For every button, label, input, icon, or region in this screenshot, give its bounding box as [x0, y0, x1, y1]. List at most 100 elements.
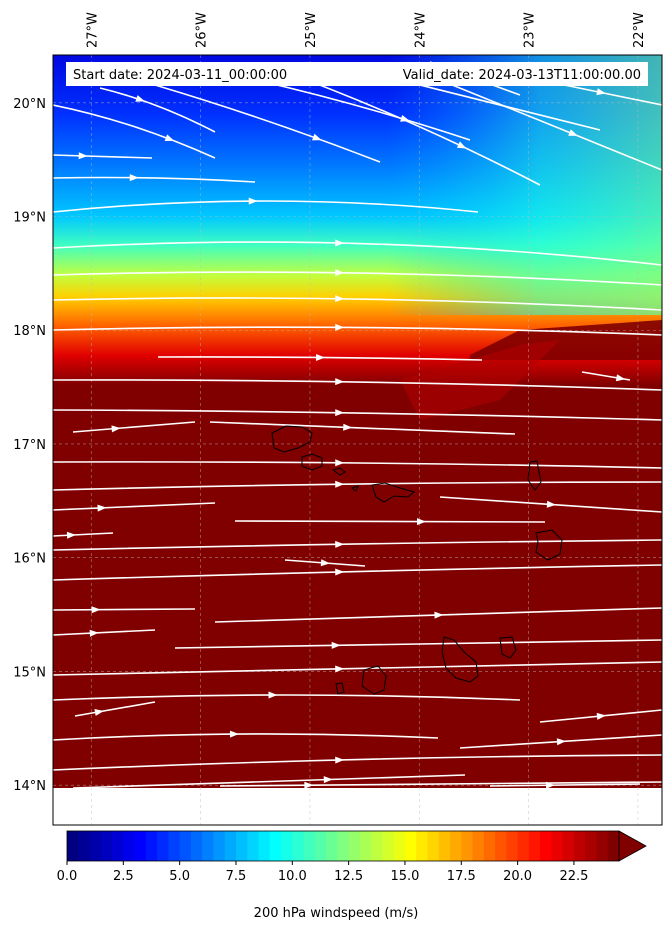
colorbar-segment [292, 831, 305, 861]
longitude-label: 26°W [195, 12, 210, 48]
valid-date-label: Valid_date: 2024-03-13T11:00:00.00 [403, 68, 641, 83]
streamline-arrow [129, 174, 139, 182]
streamline-arrow [335, 480, 345, 488]
streamline [174, 639, 662, 649]
colorbar-segment [438, 831, 451, 861]
date-info-box [66, 62, 648, 86]
colorbar-segment [607, 831, 620, 861]
colorbar-tick-label: 0.0 [57, 869, 78, 884]
colorbar-segment [89, 831, 102, 861]
streamline [53, 297, 662, 311]
streamline [439, 79, 662, 171]
streamline [53, 461, 662, 469]
colorbar-segment [573, 831, 586, 861]
latitude-label: 20°N [13, 97, 46, 112]
streamline-arrow [335, 295, 345, 303]
start-date-label: Start date: 2024-03-11_00:00:00 [73, 68, 287, 83]
colorbar-frame [66, 830, 620, 862]
colorbar-segment [224, 831, 237, 861]
streamline-arrow [545, 781, 555, 788]
colorbar-segment [235, 831, 248, 861]
longitude-label: 27°W [85, 12, 100, 48]
island-maio [499, 636, 517, 659]
streamline-arrow [315, 353, 325, 361]
colorbar-segment [134, 831, 147, 861]
colorbar-segment [314, 831, 327, 861]
streamline-arrow [416, 518, 426, 526]
latitude-label: 16°N [13, 552, 46, 567]
streamline [99, 87, 216, 133]
streamline [53, 661, 662, 676]
colorbar-segment [359, 831, 372, 861]
colorbar-tick-label: 12.5 [334, 869, 363, 884]
streamline [53, 733, 439, 741]
streamline [53, 379, 662, 391]
graticule [53, 55, 662, 825]
streamline-arrow [596, 712, 606, 720]
streamline-arrow [320, 559, 330, 567]
latitude-label: 18°N [13, 324, 46, 339]
streamline-arrow [335, 323, 345, 331]
streamline-arrow [268, 691, 278, 699]
island-brava [335, 682, 345, 695]
colorbar-segment [461, 831, 474, 861]
latitude-label: 17°N [13, 438, 46, 453]
streamline-arrow [335, 665, 345, 673]
streamline-arrows [66, 73, 626, 788]
colorbar-segment [281, 831, 293, 861]
latitude-label: 14°N [13, 779, 46, 794]
streamline [53, 539, 662, 551]
colorbar-segment [506, 831, 519, 861]
longitude-label: 24°W [413, 12, 428, 48]
streamline-arrow [229, 730, 239, 738]
colorbar-tick-label: 7.5 [226, 869, 247, 884]
colorbar-segment [112, 831, 124, 861]
colorbar-segment [393, 831, 406, 861]
streamline-arrow [596, 88, 606, 96]
colorbar-segment [540, 831, 553, 861]
island-sal [527, 460, 542, 491]
island-sao-nicolau [350, 485, 359, 492]
colorbar-tick-label: 15.0 [390, 869, 419, 884]
streamline-arrow [97, 504, 107, 512]
streamline-arrow [335, 239, 345, 247]
colorbar-segment [416, 831, 429, 861]
colorbar-segment [303, 831, 316, 861]
streamline [53, 532, 114, 537]
colorbar-segment [495, 831, 507, 861]
streamline-arrow [331, 641, 341, 649]
streamline-arrow [335, 756, 345, 764]
colorbar-segment [585, 831, 598, 861]
streamline [74, 701, 156, 717]
streamline-arrow [91, 606, 101, 614]
streamline [53, 409, 662, 421]
streamline-arrow [335, 540, 345, 548]
island-santiago [441, 636, 479, 683]
streamline [53, 754, 662, 771]
streamline-arrow [456, 141, 467, 149]
streamline [53, 608, 196, 611]
colorbar-segment [551, 831, 564, 861]
island-santo-antao [271, 425, 313, 453]
streamline-arrow [568, 129, 578, 136]
streamline [53, 104, 216, 159]
streamline [53, 176, 256, 183]
streamline [234, 520, 546, 523]
colorbar-segment [326, 831, 338, 861]
colorbar-segment [100, 831, 113, 861]
colorbar-segment [371, 831, 384, 861]
streamline-arrow [248, 197, 258, 205]
colorbar-segment [145, 831, 158, 861]
latitude-label: 19°N [13, 211, 46, 226]
colorbar-segment [337, 831, 350, 861]
streamline-arrow [135, 95, 145, 102]
streamline [53, 271, 662, 286]
colorbar-tick-label: 2.5 [113, 869, 134, 884]
streamline [53, 154, 153, 159]
streamline-arrow [312, 133, 322, 141]
streamline [53, 326, 662, 336]
streamline [72, 421, 196, 433]
colorbar-segment [258, 831, 271, 861]
colorbar-segment [213, 831, 226, 861]
streamline [581, 371, 631, 381]
